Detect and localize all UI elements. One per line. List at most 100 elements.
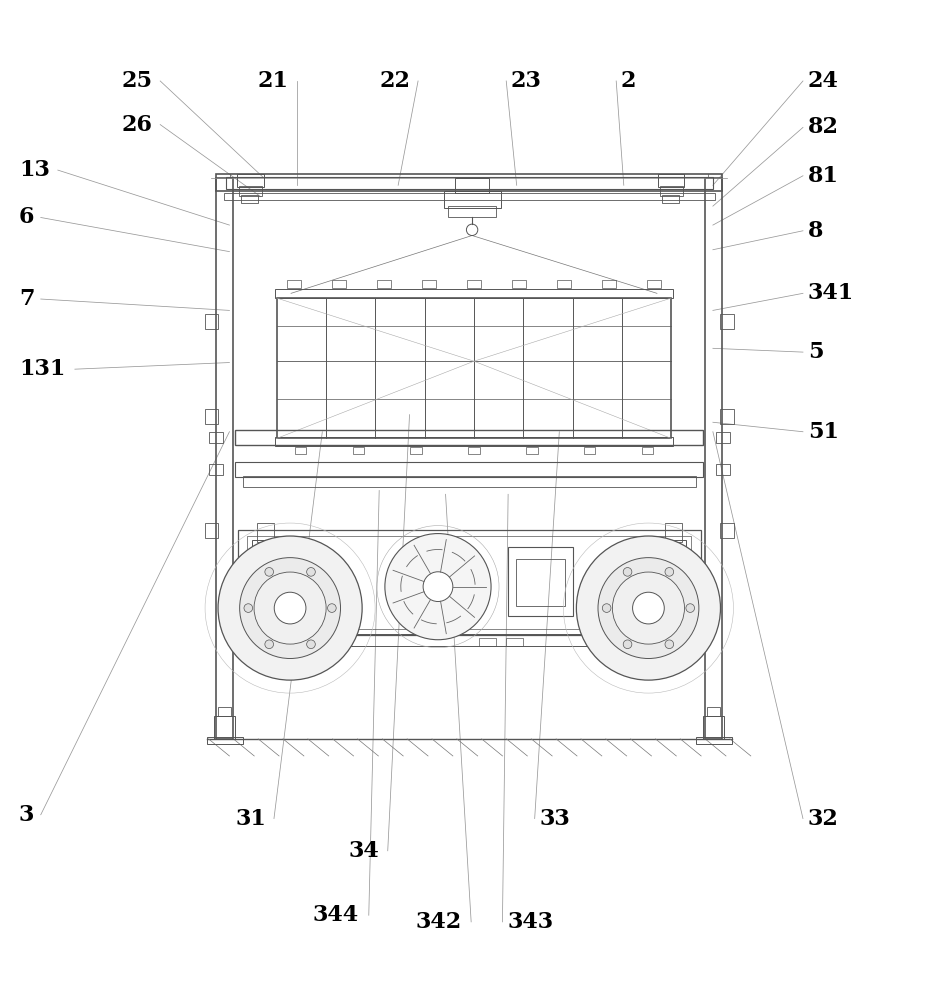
Bar xyxy=(235,430,703,445)
Text: 51: 51 xyxy=(808,421,839,443)
Bar xyxy=(557,280,571,288)
Bar xyxy=(707,707,720,716)
Text: 131: 131 xyxy=(19,358,65,380)
Circle shape xyxy=(264,568,274,576)
Bar xyxy=(275,289,673,298)
Bar xyxy=(584,447,595,454)
Circle shape xyxy=(274,592,306,624)
Bar xyxy=(237,174,264,187)
Circle shape xyxy=(244,604,252,612)
Text: 25: 25 xyxy=(121,70,153,92)
Circle shape xyxy=(306,568,316,576)
Bar xyxy=(295,447,306,454)
Circle shape xyxy=(623,568,632,576)
Bar xyxy=(205,314,218,329)
Bar xyxy=(448,206,496,217)
Bar xyxy=(720,314,734,329)
Text: 343: 343 xyxy=(507,911,554,933)
Bar xyxy=(660,186,683,196)
Circle shape xyxy=(623,640,632,649)
Bar xyxy=(209,432,223,443)
Circle shape xyxy=(328,604,337,612)
Bar xyxy=(235,462,703,477)
Bar xyxy=(703,716,724,739)
Bar xyxy=(467,280,481,288)
Text: 8: 8 xyxy=(808,220,823,242)
Bar xyxy=(207,737,243,744)
Bar xyxy=(377,280,391,288)
Circle shape xyxy=(423,572,453,602)
Text: 5: 5 xyxy=(808,341,823,363)
Bar xyxy=(526,447,538,454)
Bar xyxy=(243,476,696,487)
Bar xyxy=(455,178,489,193)
Text: 81: 81 xyxy=(808,165,839,187)
Bar xyxy=(224,193,715,200)
Bar xyxy=(603,280,616,288)
Bar xyxy=(506,638,523,646)
Bar xyxy=(332,280,345,288)
Circle shape xyxy=(686,604,695,612)
Circle shape xyxy=(240,558,340,659)
Circle shape xyxy=(576,536,720,680)
Bar xyxy=(647,280,661,288)
Bar xyxy=(238,530,701,635)
Text: 21: 21 xyxy=(258,70,289,92)
Text: 341: 341 xyxy=(808,282,854,304)
Text: 22: 22 xyxy=(379,70,410,92)
Text: 344: 344 xyxy=(313,904,359,926)
Circle shape xyxy=(218,536,362,680)
Bar xyxy=(508,547,573,616)
Text: 26: 26 xyxy=(121,114,153,136)
Bar xyxy=(275,437,673,446)
Bar xyxy=(512,280,525,288)
Bar xyxy=(290,638,307,646)
Bar xyxy=(642,447,653,454)
Text: 24: 24 xyxy=(808,70,839,92)
Bar xyxy=(277,298,671,438)
Text: 23: 23 xyxy=(511,70,542,92)
Bar xyxy=(287,280,301,288)
Bar xyxy=(468,447,480,454)
Bar xyxy=(516,559,565,606)
Circle shape xyxy=(665,568,674,576)
Bar xyxy=(252,540,279,570)
Text: 32: 32 xyxy=(808,808,839,830)
Bar xyxy=(660,540,686,570)
Circle shape xyxy=(632,592,665,624)
Bar xyxy=(247,536,691,629)
Bar xyxy=(214,716,235,739)
Bar xyxy=(479,638,496,646)
Bar xyxy=(241,195,258,203)
Bar xyxy=(257,523,274,542)
Circle shape xyxy=(254,572,326,644)
Bar xyxy=(226,177,713,189)
Text: 82: 82 xyxy=(808,116,839,138)
Bar xyxy=(216,174,722,191)
Circle shape xyxy=(385,534,491,640)
Bar xyxy=(240,634,699,646)
Text: 3: 3 xyxy=(19,804,34,826)
Bar xyxy=(209,464,223,475)
Bar xyxy=(218,707,231,716)
Bar xyxy=(705,178,722,739)
Text: 7: 7 xyxy=(19,288,34,310)
Text: 342: 342 xyxy=(415,911,462,933)
Bar xyxy=(720,523,734,538)
Bar xyxy=(353,447,364,454)
Text: 33: 33 xyxy=(539,808,570,830)
Circle shape xyxy=(598,558,699,659)
Bar xyxy=(422,280,435,288)
Bar xyxy=(444,191,501,208)
Bar xyxy=(205,523,218,538)
Bar xyxy=(239,186,262,196)
Circle shape xyxy=(264,640,274,649)
Text: 2: 2 xyxy=(621,70,636,92)
Bar xyxy=(716,464,730,475)
Bar xyxy=(205,409,218,424)
Text: 34: 34 xyxy=(349,840,379,862)
Bar xyxy=(716,432,730,443)
Circle shape xyxy=(612,572,684,644)
Text: 6: 6 xyxy=(19,206,34,228)
Bar xyxy=(665,523,682,542)
